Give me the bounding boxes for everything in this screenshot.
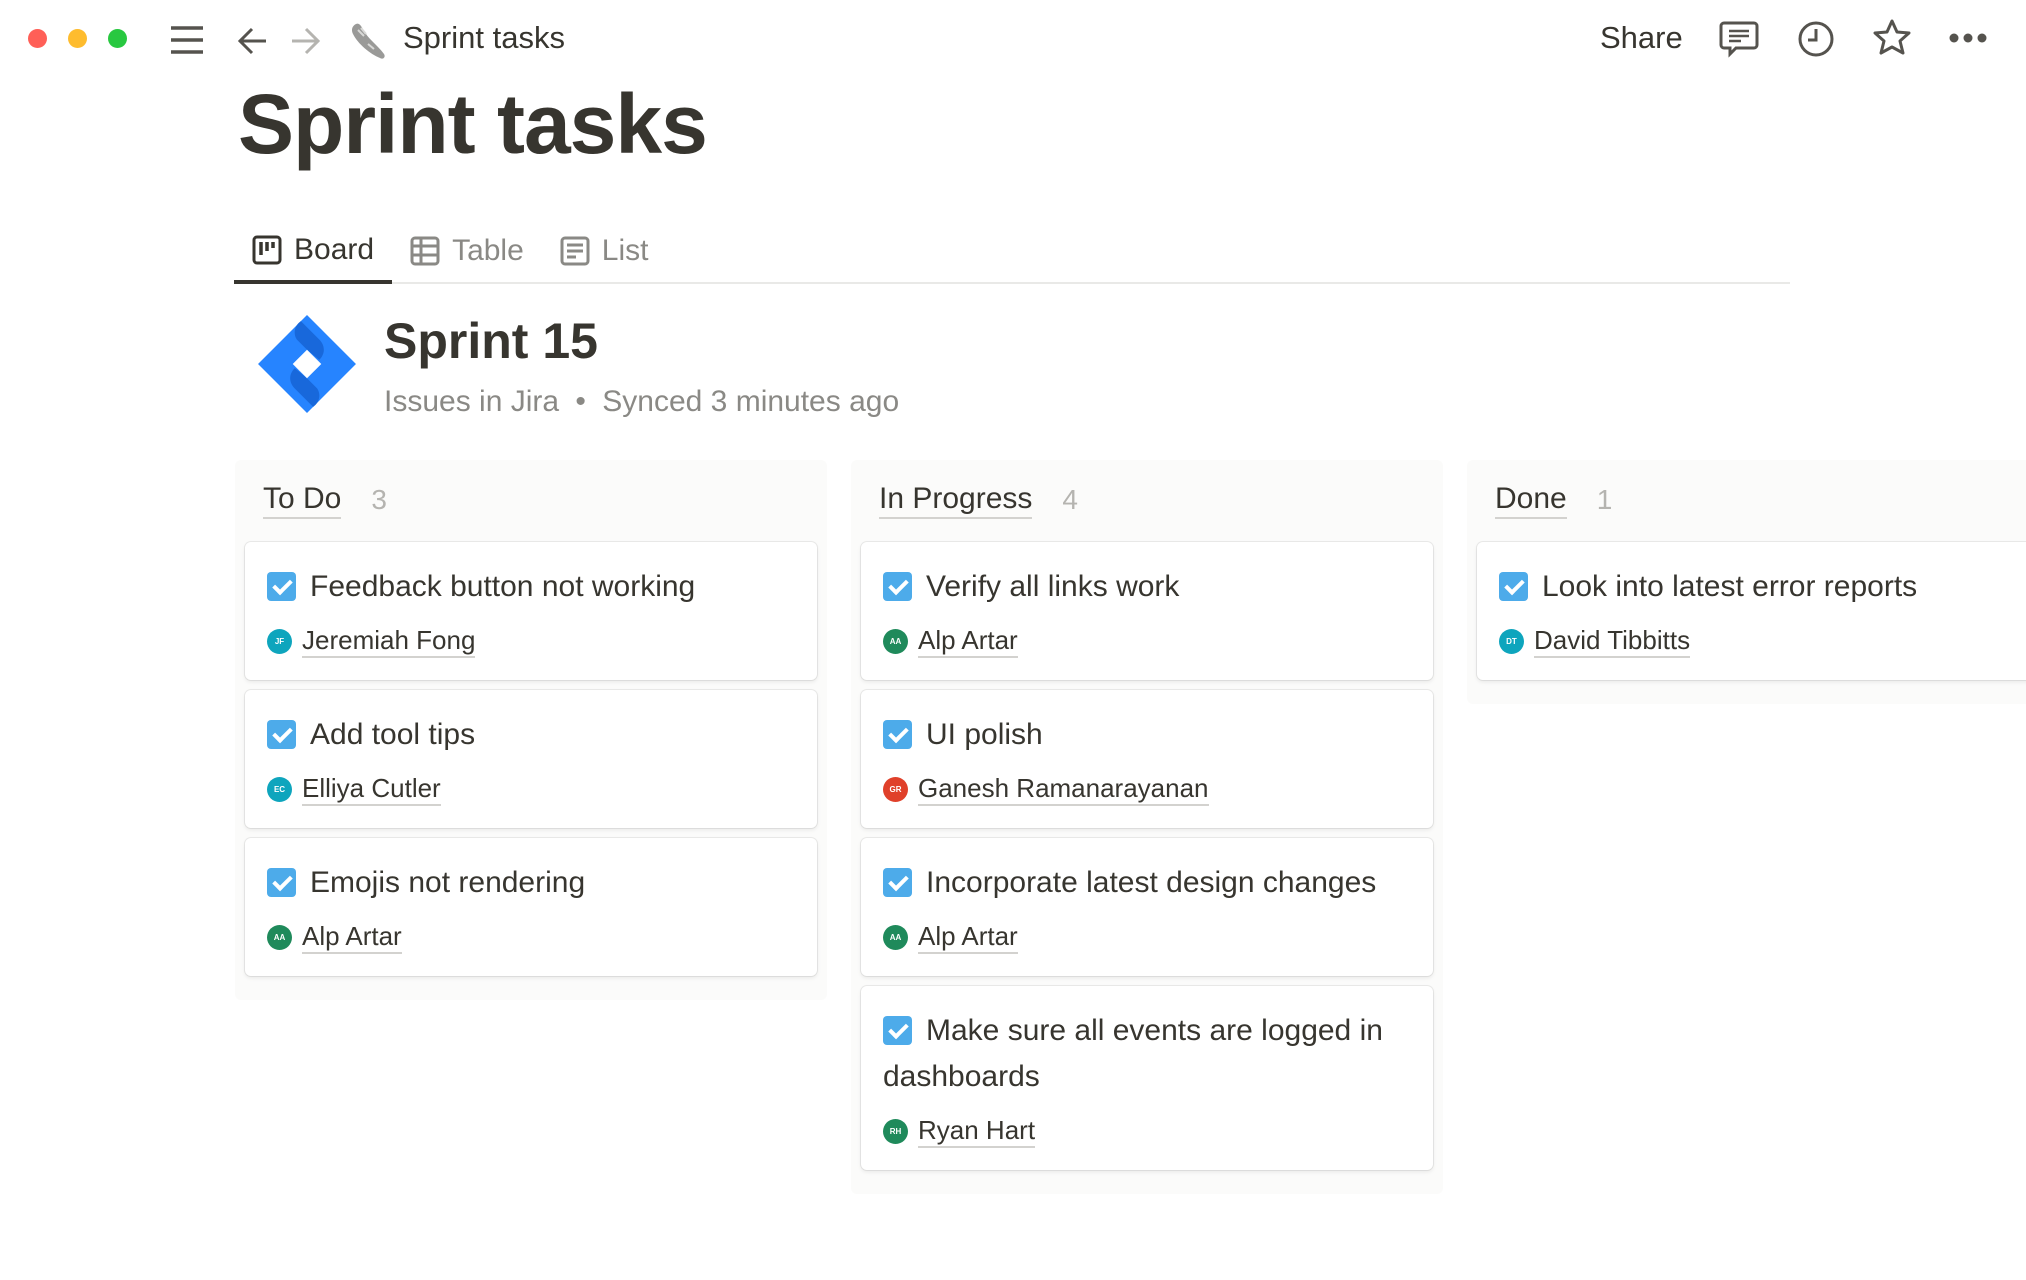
avatar: AA [883,924,908,950]
avatar: RH [883,1118,908,1144]
board-column: In Progress 4 Verify all links work AA Alp A… [851,460,1443,1194]
column-count: 3 [371,484,387,515]
avatar: AA [267,924,292,950]
minimize-window-button[interactable] [68,29,87,48]
avatar: JF [267,628,292,654]
card-title-row: Emojis not rendering [267,860,795,906]
column-header: Done 1 [1477,480,2026,520]
jira-logo-icon [258,315,356,413]
share-button[interactable]: Share [1600,20,1683,55]
separator: • [575,385,586,418]
close-window-button[interactable] [28,29,47,48]
assignee-name[interactable]: Ganesh Ramanarayanan [918,772,1209,806]
checkbox-icon [883,1016,912,1045]
assignee-name[interactable]: Alp Artar [918,624,1018,658]
sprint-title: Sprint 15 [384,313,598,369]
checkbox-icon [883,720,912,749]
checkbox-icon [267,720,296,749]
task-title: Look into latest error reports [1542,570,1918,603]
tab-label: Board [294,233,375,266]
column-count: 1 [1596,484,1613,515]
assignee-name[interactable]: Ryan Hart [918,1114,1036,1148]
history-clock-icon[interactable] [1797,20,1835,58]
checkbox-icon [883,572,912,601]
tab-list[interactable]: List [542,220,667,282]
assignee: AA Alp Artar [883,920,1411,954]
column-header: To Do 3 [245,480,817,520]
column-count: 4 [1062,484,1078,515]
column-name[interactable]: Done [1495,481,1567,519]
tab-table[interactable]: Table [392,220,542,282]
assignee-name[interactable]: Jeremiah Fong [302,624,476,658]
task-title: UI polish [926,718,1043,751]
task-title: Verify all links work [926,570,1180,603]
assignee: EC Elliya Cutler [267,772,795,806]
card-title-row: Feedback button not working [267,564,795,610]
tab-label: Table [452,234,524,267]
task-card[interactable]: Look into latest error reports DT David Ti… [1477,542,2026,680]
task-card[interactable]: Make sure all events are logged in dashb… [861,986,1433,1170]
assignee: AA Alp Artar [883,624,1411,658]
board-icon [252,235,282,265]
tab-label: List [601,234,649,267]
card-title-row: Make sure all events are logged in dashb… [883,1008,1411,1100]
assignee-name[interactable]: Elliya Cutler [302,772,441,806]
card-title-row: Look into latest error reports [1499,564,2026,610]
column-name[interactable]: To Do [263,481,342,519]
card-title-row: UI polish [883,712,1411,758]
page-title: Sprint tasks [238,77,708,171]
more-icon[interactable] [1948,31,1988,45]
task-title: Incorporate latest design changes [926,866,1377,899]
sprint-subtitle: Issues in Jira • Synced 3 minutes ago [384,385,899,419]
board-column: Done 1 Look into latest error reports DT Dav… [1467,460,2026,704]
task-title: Emojis not rendering [310,866,586,899]
assignee-name[interactable]: Alp Artar [302,920,402,954]
column-header: In Progress 4 [861,480,1433,520]
card-title-row: Add tool tips [267,712,795,758]
view-tabs: Board Table List [234,220,1790,284]
task-card[interactable]: Verify all links work AA Alp Artar [861,542,1433,680]
sneaker-icon [352,23,385,59]
back-arrow-icon[interactable] [236,24,270,58]
avatar: AA [883,628,908,654]
task-card[interactable]: Feedback button not working JF Jeremiah Fo… [245,542,817,680]
menu-icon[interactable] [168,24,206,56]
comment-icon[interactable] [1719,20,1759,58]
forward-arrow-icon[interactable] [288,24,322,58]
assignee: AA Alp Artar [267,920,795,954]
column-name[interactable]: In Progress [879,481,1033,519]
card-title-row: Verify all links work [883,564,1411,610]
star-icon[interactable] [1872,18,1912,58]
checkbox-icon [1499,572,1528,601]
list-icon [560,236,590,266]
card-title-row: Incorporate latest design changes [883,860,1411,906]
task-card[interactable]: Emojis not rendering AA Alp Artar [245,838,817,976]
checkbox-icon [883,868,912,897]
task-card[interactable]: Incorporate latest design changes AA Alp A… [861,838,1433,976]
assignee: JF Jeremiah Fong [267,624,795,658]
task-card[interactable]: UI polish GR Ganesh Ramanarayanan [861,690,1433,828]
task-card[interactable]: Add tool tips EC Elliya Cutler [245,690,817,828]
sync-status: Synced 3 minutes ago [602,385,900,418]
tab-board[interactable]: Board [234,220,393,284]
checkbox-icon [267,572,296,601]
assignee: GR Ganesh Ramanarayanan [883,772,1411,806]
task-title: Feedback button not working [310,570,696,603]
assignee-name[interactable]: David Tibbitts [1534,624,1691,658]
board-column: To Do 3 Feedback button not working JF Jerem… [235,460,827,1000]
avatar: GR [883,776,908,802]
avatar: EC [267,776,292,802]
task-title: Add tool tips [310,718,476,751]
breadcrumb-page-title[interactable]: Sprint tasks [403,20,565,55]
assignee: RH Ryan Hart [883,1114,1411,1148]
checkbox-icon [267,868,296,897]
sprint-source: Issues in Jira [384,385,560,418]
zoom-window-button[interactable] [108,29,127,48]
task-title: Make sure all events are logged in dashb… [883,1014,1383,1093]
table-icon [410,236,440,266]
assignee: DT David Tibbitts [1499,624,2026,658]
avatar: DT [1499,628,1524,654]
assignee-name[interactable]: Alp Artar [918,920,1018,954]
